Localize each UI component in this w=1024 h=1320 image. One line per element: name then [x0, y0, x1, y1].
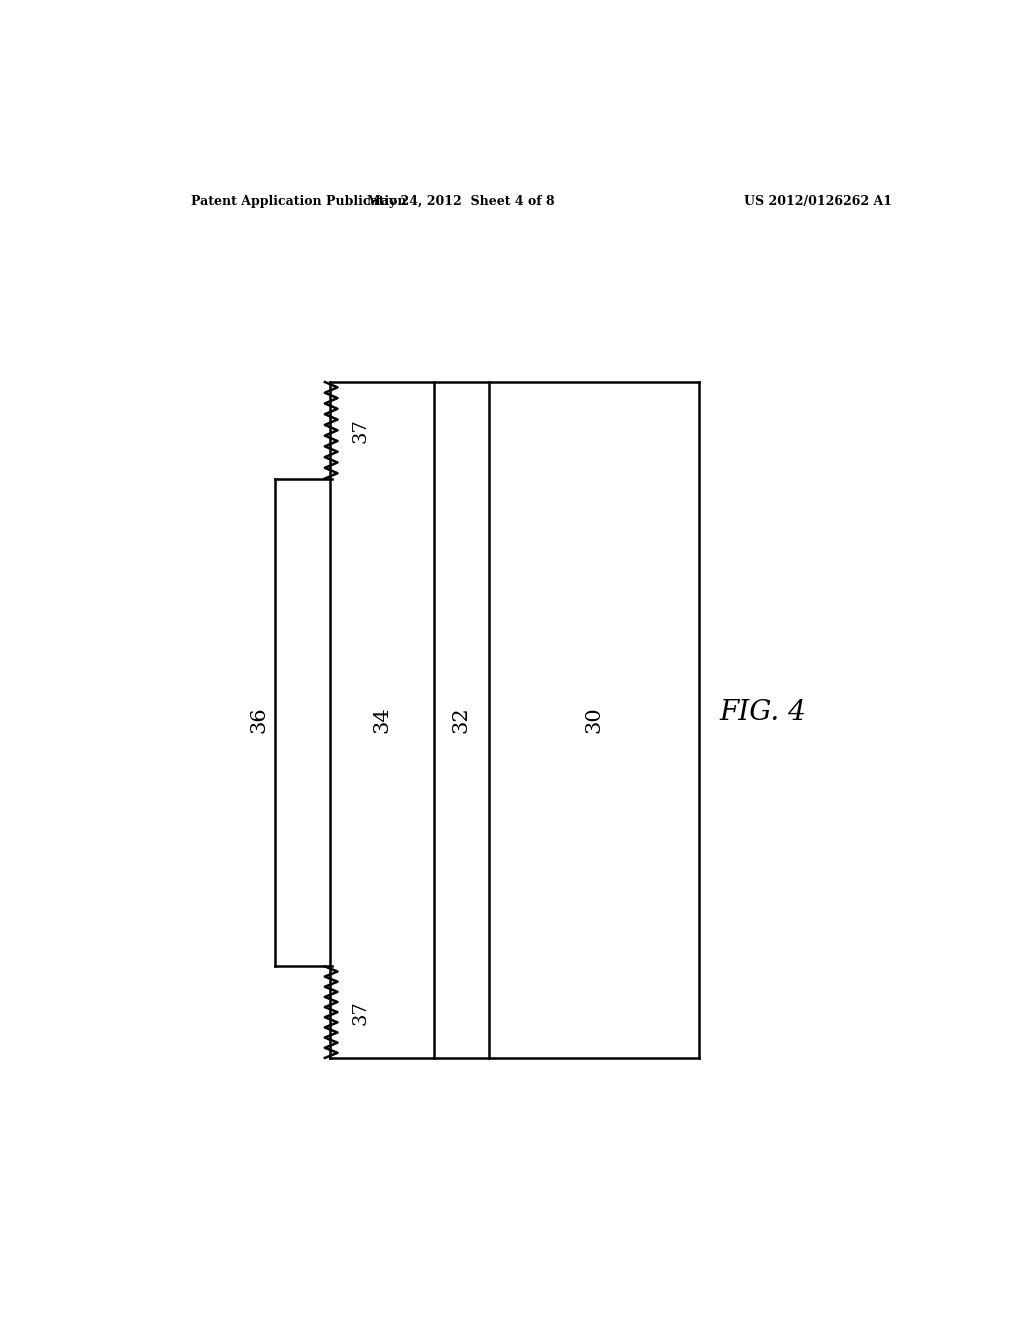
- Text: 37: 37: [352, 999, 370, 1024]
- Text: US 2012/0126262 A1: US 2012/0126262 A1: [744, 194, 893, 207]
- Text: May 24, 2012  Sheet 4 of 8: May 24, 2012 Sheet 4 of 8: [368, 194, 555, 207]
- Text: Patent Application Publication: Patent Application Publication: [191, 194, 407, 207]
- Text: 30: 30: [585, 706, 604, 734]
- Text: 32: 32: [452, 706, 471, 734]
- Text: FIG. 4: FIG. 4: [720, 698, 806, 726]
- Text: 34: 34: [373, 706, 391, 734]
- Text: 36: 36: [250, 706, 268, 734]
- Text: 37: 37: [352, 418, 370, 442]
